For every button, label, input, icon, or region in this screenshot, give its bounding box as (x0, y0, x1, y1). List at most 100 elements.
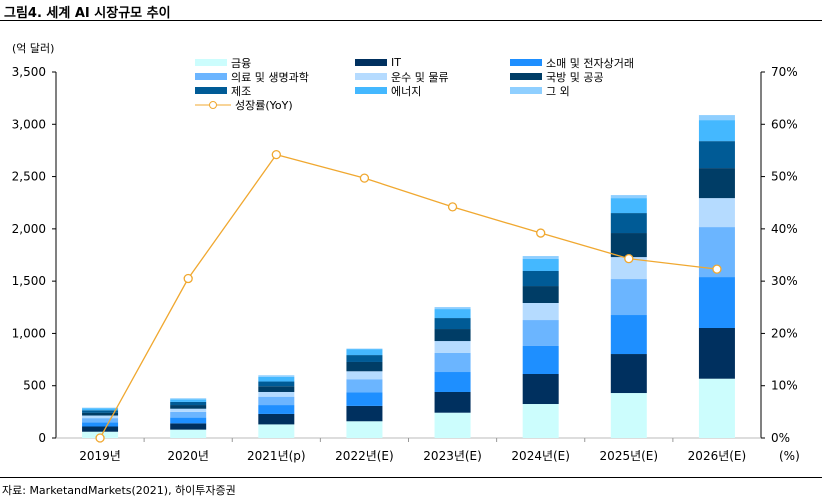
legend-swatch (195, 87, 227, 94)
left-tick-label: 1,000 (12, 326, 46, 340)
right-tick-label: 40% (771, 222, 798, 236)
bar-segment (698, 141, 735, 169)
bar-segment (610, 213, 647, 234)
bar-segment (434, 309, 471, 319)
right-tick-label: 20% (771, 326, 798, 340)
legend-line-marker-icon (195, 100, 231, 109)
growth-rate-point (95, 433, 105, 443)
growth-rate-line (99, 153, 718, 439)
left-tick-label: 1,500 (12, 274, 46, 288)
bar-segment (258, 396, 295, 406)
bar-segment (522, 404, 559, 438)
bar-segment (82, 415, 119, 419)
bar-segment (170, 405, 207, 409)
right-tick-label: 10% (771, 379, 798, 393)
right-tick-label: 30% (771, 274, 798, 288)
legend-item: 소매 및 전자상거래 (510, 56, 634, 70)
bar-segment (698, 115, 735, 121)
legend-item: IT (355, 56, 401, 69)
legend-item: 금융 (195, 56, 252, 70)
x-tick-label: 2022년(E) (335, 449, 394, 463)
source-divider (0, 477, 822, 478)
bar-segment (346, 361, 383, 372)
left-tick-label: 3,500 (12, 65, 46, 79)
bar-segment (522, 270, 559, 287)
bar-segment (698, 378, 735, 438)
bar-segment (346, 371, 383, 380)
legend-swatch (355, 59, 387, 66)
title-divider (0, 20, 822, 21)
growth-rate-point (359, 173, 370, 183)
right-axis-unit: (%) (779, 449, 800, 463)
bar-segment (346, 355, 383, 362)
x-tick-label: 2021년(p) (247, 449, 306, 463)
bar-segment (258, 405, 295, 414)
bar-segment (610, 354, 647, 394)
bar-segment (698, 277, 735, 328)
bar-segment (698, 168, 735, 199)
legend-label: 운수 및 물류 (391, 70, 449, 84)
legend-label: 국방 및 공공 (546, 70, 604, 84)
growth-rate-point (624, 254, 634, 264)
growth-rate-point (536, 228, 546, 238)
legend-item-growth: 성장률(YoY) (195, 98, 293, 112)
bar-segment (610, 315, 647, 355)
bar-segment (346, 405, 383, 422)
legend-label: 그 외 (546, 84, 570, 98)
legend-label: 금융 (231, 56, 252, 70)
unit-label: (억 달러) (12, 42, 55, 55)
bar-segment (434, 412, 471, 438)
bar-segment (258, 386, 295, 392)
legend-swatch (195, 73, 227, 80)
left-tick-label: 2,000 (12, 222, 46, 236)
source-note: 자료: MarketandMarkets(2021), 하이투자증권 (2, 484, 236, 497)
bar-segment (434, 307, 471, 310)
bar-segment (82, 407, 119, 409)
bar-segment (434, 341, 471, 353)
bar-segment (170, 417, 207, 424)
legend-swatch (510, 87, 542, 94)
right-tick-label: 50% (771, 170, 798, 184)
bar-segment (258, 391, 295, 397)
growth-rate-point (183, 273, 193, 284)
legend-swatch (355, 87, 387, 94)
bar-segment (522, 302, 559, 321)
legend-label: 성장률(YoY) (235, 98, 293, 112)
bar-segment (434, 329, 471, 342)
bar-segment (610, 233, 647, 258)
legend-item: 제조 (195, 84, 251, 98)
bar-segment (522, 256, 559, 259)
bar-segment (258, 375, 295, 377)
x-tick-label: 2026년(E) (688, 449, 747, 463)
bar-segment (522, 320, 559, 346)
left-tick-label: 0 (38, 431, 46, 445)
right-tick-label: 0% (771, 431, 790, 445)
bar-segment (170, 411, 207, 418)
bar-segment (434, 391, 471, 413)
bar-segment (258, 376, 295, 382)
legend-label: IT (391, 56, 401, 69)
bar-segment (610, 257, 647, 280)
bar-segment (82, 410, 119, 413)
bar-segment (82, 422, 119, 427)
left-tick-label: 2,500 (12, 170, 46, 184)
growth-rate-point (712, 264, 722, 274)
bar-segment (522, 258, 559, 271)
bar-segment (82, 412, 119, 416)
x-tick-label: 2019년 (79, 449, 121, 463)
x-tick-label: 2020년 (167, 449, 209, 463)
x-tick-label: 2025년(E) (600, 449, 659, 463)
right-tick-label: 60% (771, 117, 798, 131)
bar-segment (522, 345, 559, 375)
bar-segment (698, 327, 735, 379)
legend-label: 소매 및 전자상거래 (546, 56, 634, 70)
legend-swatch (510, 73, 542, 80)
bar-segment (610, 279, 647, 316)
growth-rate-point (271, 149, 281, 160)
bar-segment (170, 399, 207, 402)
legend-item: 운수 및 물류 (355, 70, 449, 84)
legend-item: 그 외 (510, 84, 570, 98)
bar-segment (346, 379, 383, 393)
bar-segment (346, 392, 383, 406)
